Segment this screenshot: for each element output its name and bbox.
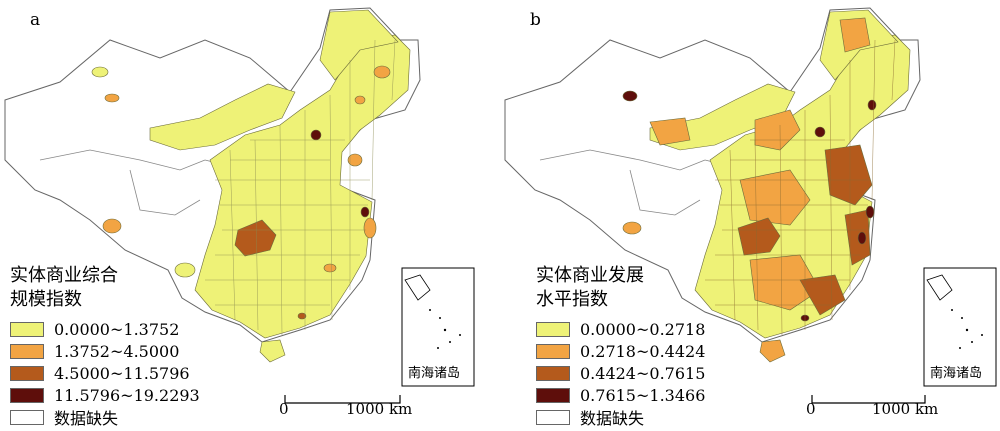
inset-label: 南海诸岛 [930,366,983,381]
region-xinjiang-2 [104,93,120,103]
region-dark-coast [844,209,871,266]
panel-label: a [30,10,41,30]
legend-title-line2: 规模指数 [10,289,82,310]
legend-swatch [536,365,570,381]
region-mid-3 [373,65,391,79]
region-high-shanghai [360,206,370,218]
legend-label: 0.0000~0.2718 [580,319,706,339]
legend-item: 0.0000~0.2718 [536,318,705,340]
legend-item: 0.7615~1.3466 [536,384,705,406]
county-grid [205,39,396,336]
legend-label: 0.7615~1.3466 [580,385,706,405]
region-mid-tibet [622,221,642,235]
legend-swatch [10,387,44,403]
region-west-1 [102,218,122,234]
region-dark-south [799,274,846,316]
legend-label: 4.5000~11.5796 [54,363,190,383]
legend-title: 实体商业发展 水平指数 [536,264,736,312]
legend-item: 0.2718~0.4424 [536,340,705,362]
legend-swatch [536,343,570,359]
legend-label: 0.0000~1.3752 [54,319,180,339]
region-mid-5 [323,263,337,273]
region-top-northeast [867,99,877,111]
legend-label: 11.5796~19.2293 [54,385,200,405]
county-grid [705,39,896,336]
inset-islands [429,309,461,349]
legend-item: 4.5000~11.5796 [10,362,200,384]
region-low-northeast [319,9,399,81]
region-mid-central [739,169,811,226]
legend-title-line1: 实体商业综合 [10,265,118,286]
inset-coast [404,274,431,301]
legend-swatch [536,321,570,337]
legend-label: 数据缺失 [54,409,119,428]
region-mid-northeast [839,17,871,53]
legend-label: 1.3752~4.5000 [54,341,180,361]
scale-end: 1000 km [346,400,413,418]
region-mid-4 [354,95,366,105]
region-mid-1 [347,153,363,167]
scale-start: 0 [279,400,289,418]
legend-swatch [10,321,44,337]
region-xinjiang-1 [91,66,109,78]
region-dark-east [824,144,873,206]
legend-swatch [10,365,44,381]
legend-item: 11.5796~19.2293 [10,384,200,406]
region-hainan [759,339,786,363]
legend-title-line1: 实体商业发展 [536,265,644,286]
legend-item: 数据缺失 [536,406,705,428]
legend-label: 0.2718~0.4424 [580,341,706,361]
region-dark-sichuan [737,217,781,256]
region-high-guangzhou [297,312,307,320]
region-high-beijing [310,129,322,141]
legend-label: 数据缺失 [580,409,645,428]
region-top-xinjiang [622,90,638,102]
legend-item: 1.3752~4.5000 [10,340,200,362]
legend-item: 数据缺失 [10,406,200,428]
region-west-2 [174,262,196,278]
legend-item: 0.0000~1.3752 [10,318,200,340]
region-sichuan [234,219,277,257]
legend-title: 实体商业综合 规模指数 [10,264,210,312]
scale-bar [811,395,926,404]
region-low-east [194,34,411,339]
legend-item: 0.4424~0.7615 [536,362,705,384]
region-top-beijing [814,126,826,138]
legend-swatch [536,387,570,403]
scale-bar [284,395,401,404]
map-panel-b: b 实体商业发展 水平指数 0.0000~0.2718 0.2718~0.442… [500,0,1000,431]
region-top-shanghai [865,205,875,219]
scale-start: 0 [806,400,816,418]
legend-swatch [10,343,44,359]
region-mid-2 [363,217,377,239]
inset-label: 南海诸岛 [408,366,461,381]
region-low-north [149,83,296,151]
china-map-a [4,7,475,404]
map-panel-a: a 实体商业综合 规模指数 0.0000~1.3752 1.3752~4.500… [4,7,475,428]
legend-title-line2: 水平指数 [536,289,608,310]
region-mid-west [649,117,691,146]
region-top-zhejiang [857,231,867,245]
legend-swatch [536,409,570,425]
inset-islands [951,309,983,349]
scale-end: 1000 km [872,400,939,418]
inset-coast [926,274,953,301]
region-hainan [259,339,286,363]
legend-swatch [10,409,44,425]
panel-label: b [530,10,541,30]
legend-label: 0.4424~0.7615 [580,363,706,383]
china-map-b [504,7,997,404]
legend: 0.0000~1.3752 1.3752~4.5000 4.5000~11.57… [10,318,200,428]
legend: 0.0000~0.2718 0.2718~0.4424 0.4424~0.761… [536,318,705,428]
